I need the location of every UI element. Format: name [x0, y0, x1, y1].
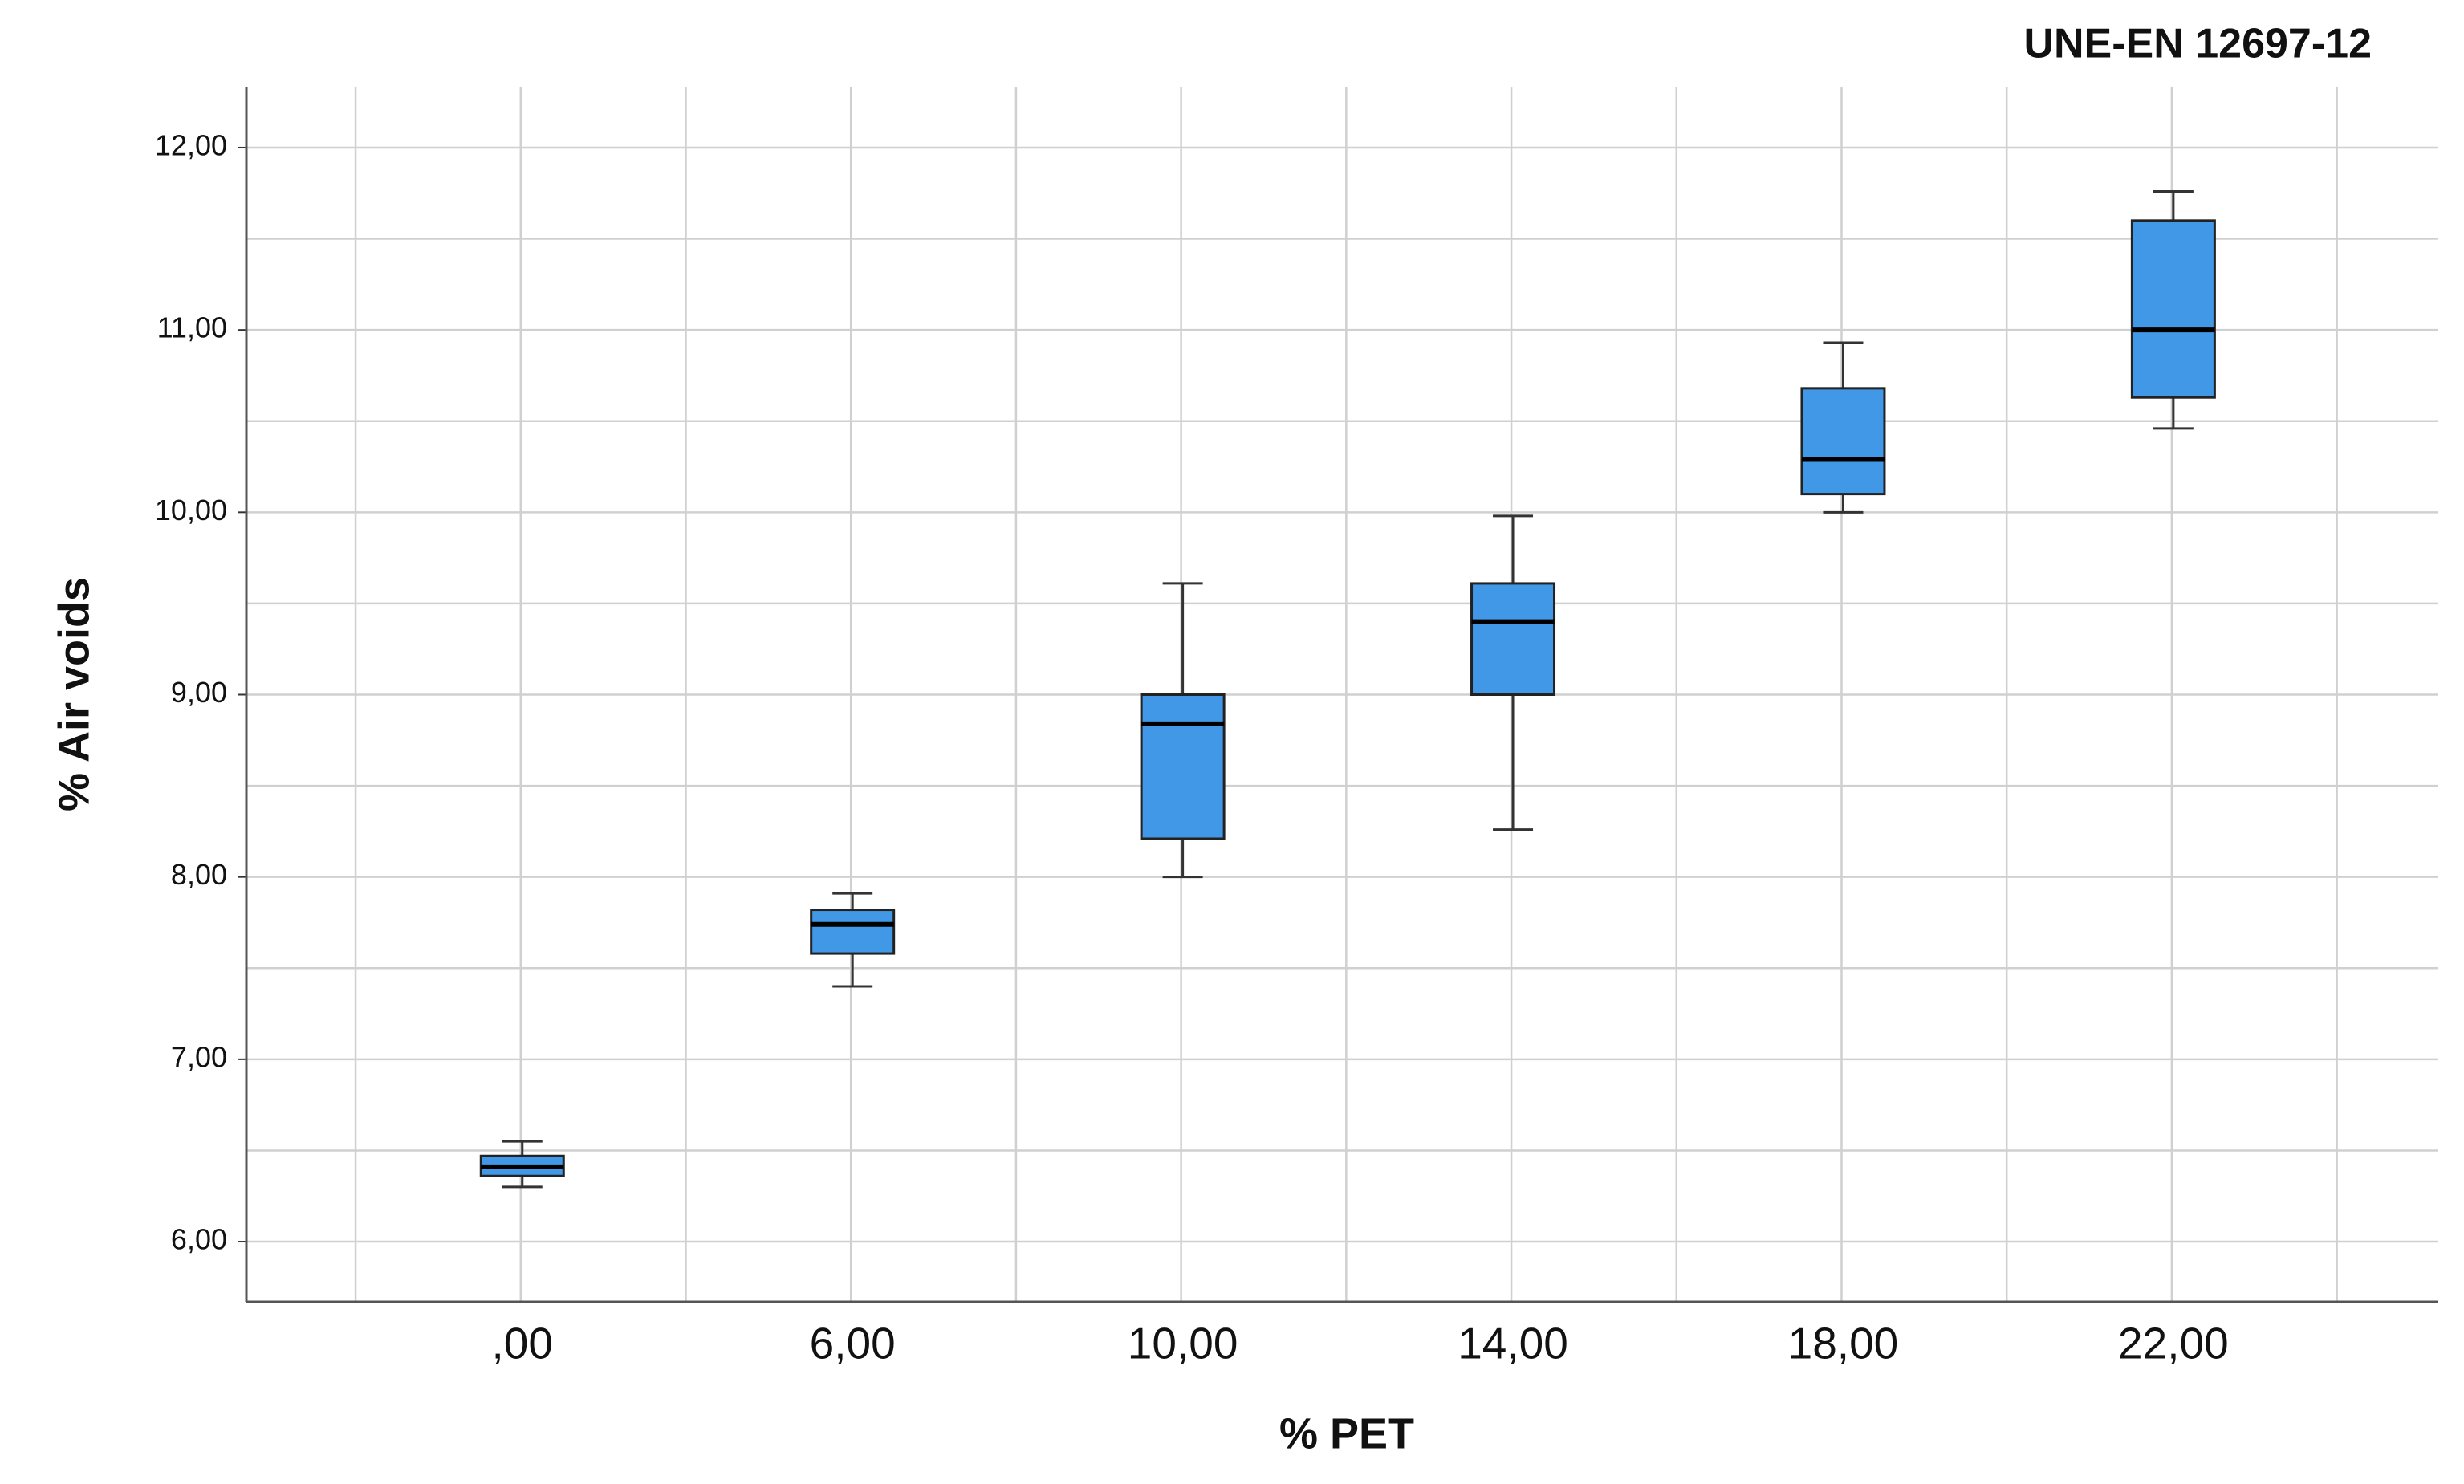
x-tick-label: 14,00 — [1458, 1319, 1568, 1368]
x-tick-label: ,00 — [492, 1319, 553, 1368]
box — [1140, 693, 1226, 840]
y-tick-label: 6,00 — [171, 1223, 227, 1256]
x-axis-title: % PET — [1279, 1409, 1414, 1458]
y-tick-label: 7,00 — [171, 1040, 227, 1073]
y-tick-label: 12,00 — [155, 128, 227, 161]
y-tick-label: 8,00 — [171, 858, 227, 891]
x-tick-label: 22,00 — [2118, 1319, 2229, 1368]
x-tick-label: 10,00 — [1128, 1319, 1238, 1368]
box — [2130, 219, 2216, 399]
y-tick-label: 10,00 — [155, 494, 227, 527]
box — [1800, 387, 1886, 496]
box — [810, 909, 896, 955]
x-tick-label: 18,00 — [1788, 1319, 1899, 1368]
y-tick-label: 9,00 — [171, 676, 227, 709]
x-tick-label: 6,00 — [810, 1319, 896, 1368]
y-axis-title: % Air voids — [50, 577, 98, 811]
box — [1470, 582, 1556, 697]
y-tick-label: 11,00 — [157, 311, 227, 344]
chart-title: UNE-EN 12697-12 — [2023, 21, 2372, 67]
